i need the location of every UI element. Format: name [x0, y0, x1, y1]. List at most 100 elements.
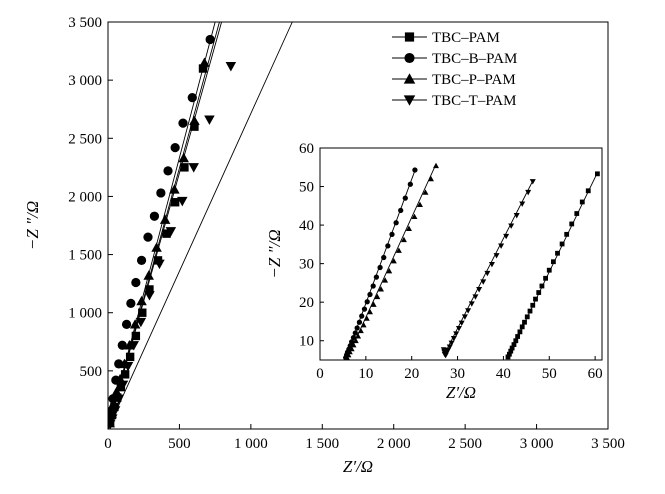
inset-series-tbc-t-pam-point	[488, 262, 495, 268]
inset-series-tbc-pam-point	[513, 338, 519, 344]
main-series-tbc-b-pam-point	[131, 277, 141, 288]
inset-series-tbc-pam-point	[505, 354, 511, 360]
inset-series-tbc-t-pam-point	[444, 347, 451, 354]
inset-series-tbc-pam-point	[536, 290, 542, 295]
inset-series-tbc-t-pam-point	[476, 287, 483, 293]
main-series-tbc-pam-point	[145, 285, 154, 294]
inset-series-tbc-b-pam-point	[370, 283, 376, 289]
inset-series-tbc-t-pam-point	[508, 223, 515, 229]
inset-series-tbc-p-pam-point	[405, 225, 412, 231]
legend-tbc-pam-label: TBC–PAM	[432, 30, 500, 46]
inset-y-axis-label: −Z ″/Ω	[265, 229, 284, 278]
inset-x-tick-label: 50	[542, 366, 557, 382]
main-series-tbc-t-pam-point	[109, 406, 121, 416]
inset-series-tbc-pam-point	[517, 329, 523, 335]
main-series-tbc-p-pam-point	[178, 152, 189, 163]
main-x-axis-label: Z′/Ω	[343, 457, 373, 476]
inset-series-tbc-pam-point	[509, 345, 515, 351]
main-y-axis-label: −Z ″/Ω	[23, 201, 42, 250]
inset-series-tbc-t-pam-point	[453, 331, 460, 337]
inset-series-tbc-pam-point	[564, 231, 570, 237]
main-series-tbc-t-pam-point	[144, 291, 155, 301]
inset-series-tbc-p-pam-point	[386, 267, 393, 274]
inset-series-tbc-t-pam-point	[450, 336, 457, 342]
main-series-tbc-b-pam-point	[187, 92, 197, 103]
main-x-tick-label: 3 000	[520, 436, 554, 452]
main-series-tbc-b-pam-point	[149, 211, 160, 221]
main-series-tbc-t-pam-point	[204, 115, 215, 125]
inset-series-tbc-b-pam-point	[352, 330, 358, 336]
inset-series-tbc-pam-point	[530, 302, 536, 308]
inset-series-tbc-b-pam-point	[407, 181, 413, 187]
main-series-tbc-pam-point	[138, 308, 147, 317]
inset-series-tbc-t-pam-point	[503, 233, 510, 240]
legend-tbc-t-pam-label: TBC–T–PAM	[432, 93, 516, 109]
inset-series-tbc-b-pam-point	[412, 167, 418, 173]
inset-series-tbc-p-pam-point	[433, 162, 440, 169]
main-y-tick-label: 1 000	[68, 306, 102, 322]
inset-series-tbc-b-pam-point	[354, 325, 360, 331]
inset-series-tbc-p-pam-point	[382, 277, 389, 283]
inset-series-tbc-t-pam-point	[455, 325, 462, 332]
inset-series-tbc-pam-point	[546, 267, 552, 273]
inset-series-tbc-pam-point	[550, 259, 556, 265]
inset-series-tbc-b-pam-point	[373, 274, 380, 280]
legend-tbc-t-pam-marker	[403, 95, 416, 106]
inset-series-tbc-t-pam-point	[525, 189, 532, 196]
main-series-tbc-b-pam-point	[126, 298, 136, 309]
inset-series-tbc-t-pam-point	[529, 179, 536, 185]
inset-x-tick-label: 20	[404, 366, 419, 382]
inset-series-tbc-t-pam-point	[498, 243, 505, 249]
inset-series-tbc-p-pam-point	[370, 301, 377, 307]
inset-y-tick-label: 40	[299, 218, 314, 234]
inset-series-tbc-b-pam-point	[364, 299, 370, 305]
main-series-tbc-pam-point	[190, 122, 199, 131]
inset-series-tbc-b-pam-point	[393, 220, 399, 226]
inset-series-tbc-pam-point	[585, 188, 591, 194]
main-plot-frame	[107, 21, 609, 430]
inset-series-tbc-pam-point	[533, 296, 538, 302]
inset-series-tbc-pam-point	[519, 324, 525, 330]
inset-x-tick-label: 30	[450, 366, 465, 382]
inset-series-tbc-t-pam-point	[472, 294, 479, 300]
main-series-tbc-p-pam-point	[111, 386, 122, 396]
inset-series-tbc-t-pam-point	[484, 270, 491, 277]
legend-tbc-p-pam-label: TBC–P–PAM	[432, 72, 516, 88]
inset-x-tick-label: 10	[358, 366, 373, 382]
main-y-tick-label: 3 000	[68, 73, 102, 89]
main-series-tbc-t-pam-point	[108, 420, 116, 429]
inset-series-tbc-pam-point	[515, 334, 521, 339]
inset-series-tbc-t-pam-point	[446, 344, 453, 350]
main-series-tbc-b-pam-point	[121, 319, 132, 329]
inset-x-axis-label: Z′/Ω	[446, 383, 476, 402]
main-y-tick-label: 2 000	[68, 189, 102, 205]
main-series-tbc-p-pam-point	[189, 115, 200, 126]
main-x-tick-label: 1 500	[305, 436, 339, 452]
inset-series-tbc-b-pam-point	[381, 254, 387, 261]
main-series-tbc-p-pam-point	[169, 184, 180, 194]
main-series-tbc-p-pam-point	[151, 242, 162, 252]
inset-series-tbc-b-pam-point	[389, 231, 395, 237]
inset-series-tbc-t-pam-point	[461, 314, 468, 320]
inset-series-tbc-p-pam-point	[400, 236, 407, 243]
main-series-tbc-b-pam-point	[143, 232, 153, 242]
inset-series-tbc-t-pam-point	[493, 253, 500, 259]
inset-series-tbc-pam-point	[559, 241, 565, 247]
main-x-tick-label: 3 500	[591, 436, 625, 452]
main-series-tbc-pam-point	[162, 229, 171, 238]
inset-series-tbc-p-pam-point	[355, 333, 362, 339]
inset-series-tbc-p-pam-point	[411, 213, 418, 220]
inset-series-tbc-p-pam-point	[345, 351, 352, 358]
main-series-tbc-pam-point	[131, 331, 141, 341]
inset-x-tick-label: 0	[316, 366, 324, 382]
main-series-tbc-pam-point	[170, 198, 180, 207]
main-series-tbc-pam-point	[116, 382, 126, 392]
main-series-tbc-p-pam-point	[199, 57, 210, 67]
inset-series-tbc-pam-point	[506, 351, 512, 357]
main-series-tbc-b-pam-point	[170, 142, 180, 153]
main-series-tbc-t-pam-point	[117, 380, 129, 391]
main-x-tick-label: 1 000	[234, 436, 268, 452]
inset-series-tbc-pam-point	[543, 275, 548, 281]
